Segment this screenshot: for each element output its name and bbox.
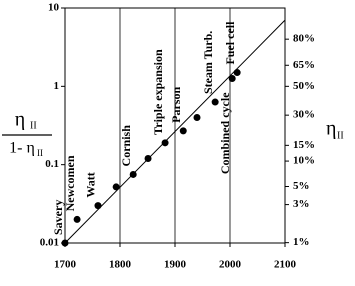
y-label-bottom-sub: II	[37, 148, 43, 158]
point-label: Steam Turb.	[201, 31, 215, 94]
point	[144, 154, 152, 162]
point	[161, 139, 169, 147]
y-tick-label: 10	[48, 2, 60, 14]
y-label-top: η	[15, 109, 25, 131]
point	[228, 74, 236, 82]
point	[233, 69, 241, 77]
y2-tick-label: 3%	[293, 198, 310, 210]
point-label: Parson	[169, 87, 183, 123]
point-label: Savery	[51, 200, 65, 235]
y2-tick-label: 50%	[293, 80, 315, 92]
point	[112, 183, 120, 191]
y-tick-label: 0.01	[40, 237, 59, 249]
y2-tick-label: 15%	[293, 139, 315, 151]
x-tick-label: 2000	[219, 259, 242, 271]
x-tick-label: 1700	[54, 259, 77, 271]
point-label: Combined cycle	[218, 92, 232, 174]
point	[61, 239, 69, 247]
point-label: Watt	[84, 172, 98, 197]
y-tick-label: 1	[54, 80, 60, 92]
y-label-bottom: 1- η	[9, 140, 35, 157]
point-label: Cornish	[119, 125, 133, 167]
point	[94, 202, 102, 210]
point	[129, 170, 137, 178]
y2-tick-label: 80%	[293, 33, 315, 45]
y2-label-sub: II	[337, 130, 344, 141]
point	[193, 114, 201, 122]
y2-tick-label: 5%	[293, 180, 310, 192]
x-tick-label: 1900	[164, 259, 187, 271]
x-tick-label: 2100	[274, 259, 297, 271]
point-label: Triple expansion	[151, 49, 165, 135]
y2-label: η	[326, 118, 336, 140]
y-label-top-sub: II	[30, 120, 37, 131]
x-tick-label: 1800	[109, 259, 132, 271]
y2-tick-label: 1%	[293, 236, 310, 248]
point	[73, 215, 81, 223]
point	[179, 127, 187, 135]
y2-tick-label: 10%	[293, 155, 315, 167]
y2-tick-label: 30%	[293, 109, 315, 121]
point	[211, 98, 219, 106]
point-label: Newcomen	[63, 155, 77, 211]
point-label: Fuel cell	[223, 21, 237, 65]
trend-line	[64, 19, 286, 244]
y-tick-label: 0.1	[45, 158, 59, 170]
y2-tick-label: 65%	[293, 59, 315, 71]
